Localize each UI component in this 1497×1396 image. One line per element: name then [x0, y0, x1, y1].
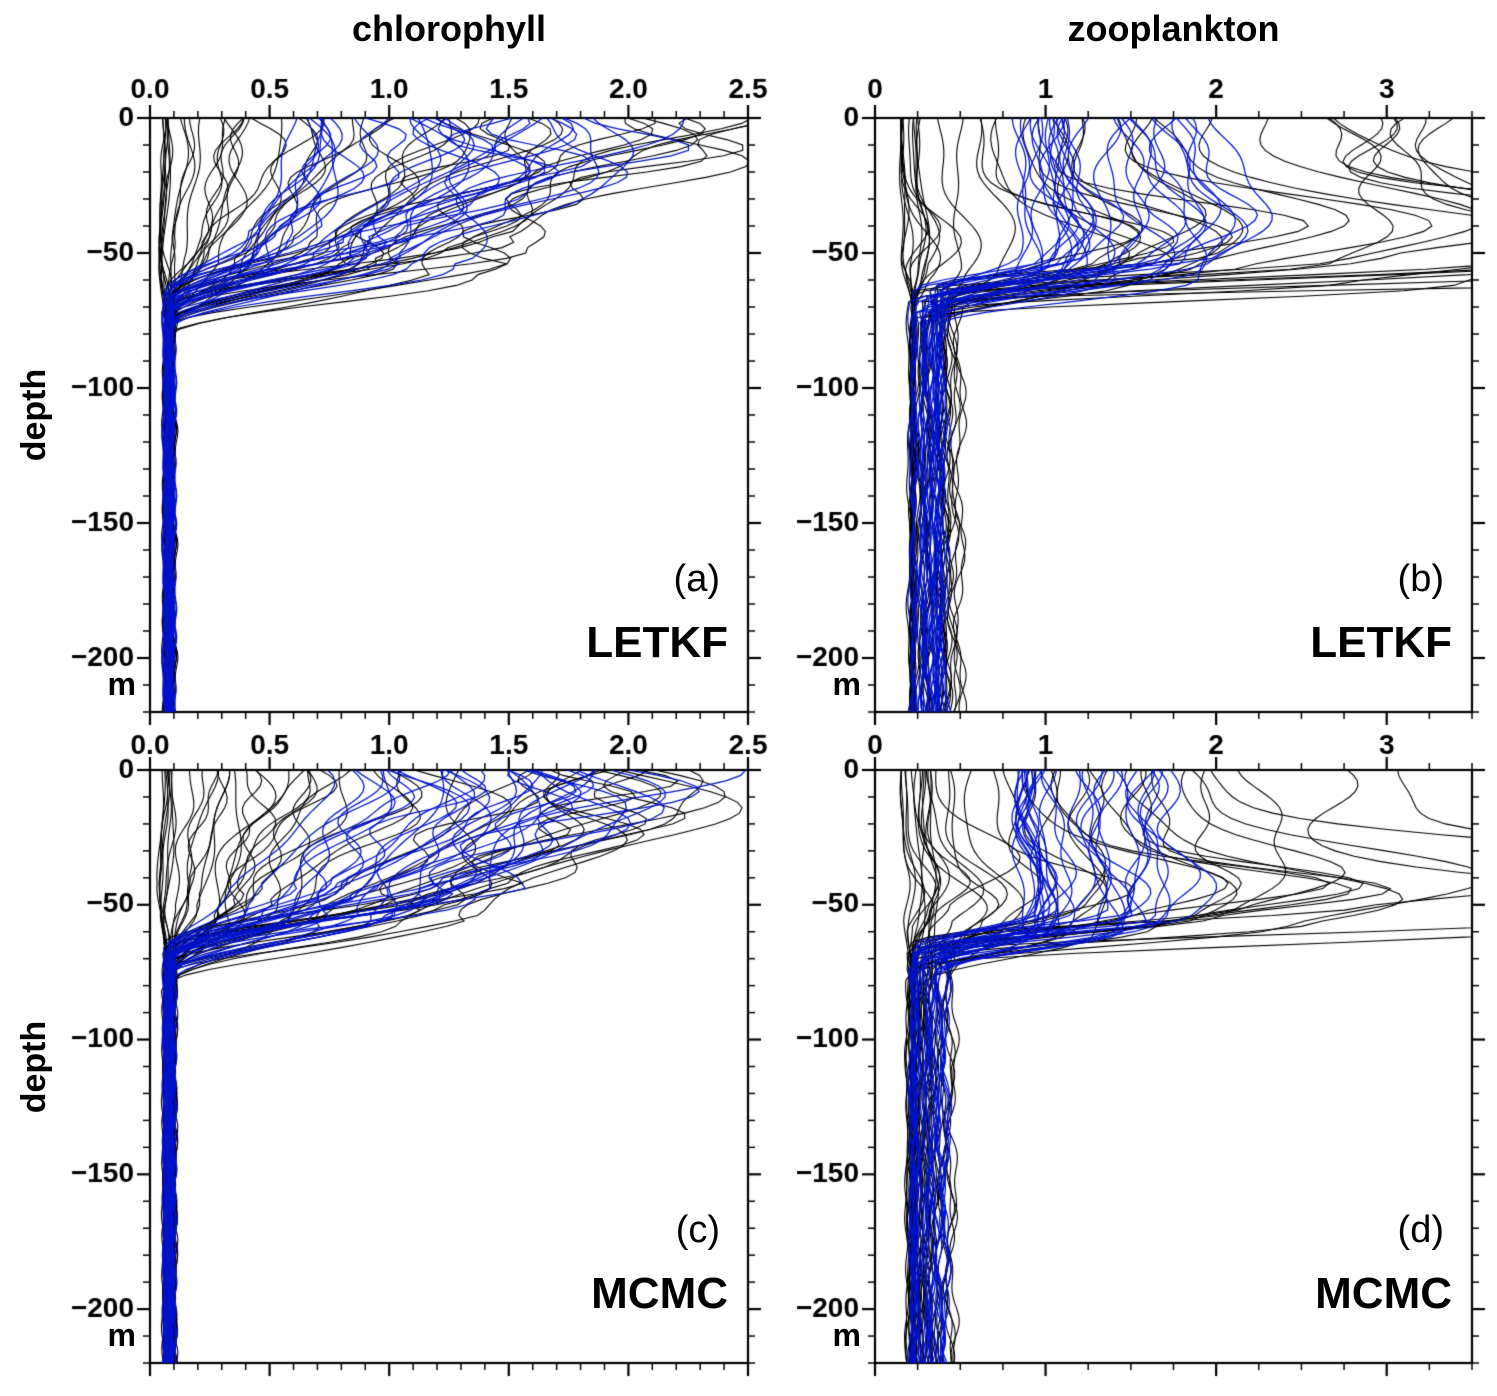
column-title-zooplankton: zooplankton — [1067, 8, 1280, 49]
y-axis-label-bottom-row: depth — [15, 1020, 54, 1113]
depth-unit-label-a: m — [107, 666, 136, 702]
panel-method-c: MCMC — [591, 1269, 728, 1318]
panel-method-a: LETKF — [586, 618, 728, 667]
depth-unit-label-b: m — [832, 666, 861, 702]
column-title-chlorophyll: chlorophyll — [351, 8, 546, 49]
y-axis-label-top-row: depth — [15, 368, 54, 462]
depth-unit-label-d: m — [832, 1317, 861, 1353]
panel-letter-d: (d) — [1397, 1209, 1444, 1251]
depth-unit-label-c: m — [107, 1317, 136, 1353]
panel-letter-b: (b) — [1397, 558, 1444, 600]
panel-method-d: MCMC — [1315, 1269, 1452, 1318]
panel-letter-a: (a) — [673, 558, 720, 600]
panel-method-b: LETKF — [1310, 618, 1452, 667]
panel-letter-c: (c) — [675, 1209, 720, 1251]
